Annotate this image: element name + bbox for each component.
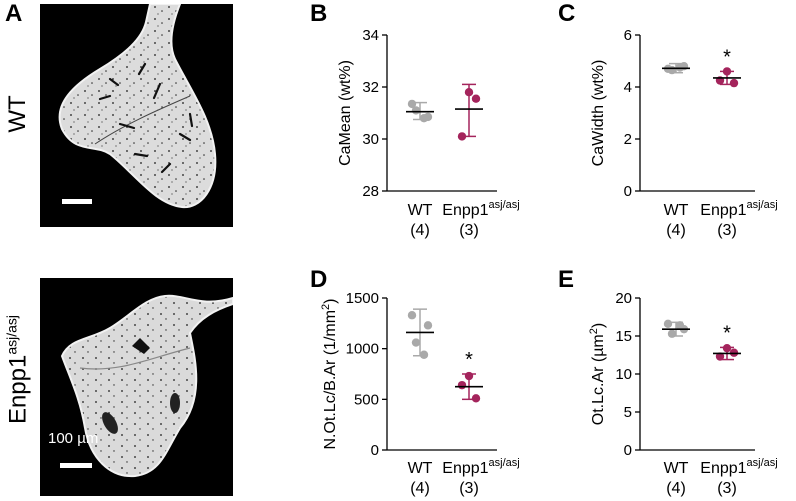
- panel-d-category-n-0: (4): [410, 480, 430, 497]
- scale-bar-wt: [62, 199, 92, 204]
- panel-d-point-1-2: [471, 394, 481, 403]
- panel-e-point-0-0: [663, 319, 673, 329]
- panel-c-ytick-label-2: 4: [624, 79, 632, 96]
- panel-b-category-n-1: (3): [459, 222, 479, 239]
- panel-d-ytick-label-3: 1500: [346, 290, 379, 307]
- panel-b-ytick-label-1: 30: [362, 131, 379, 148]
- panel-e-ylabel: Ot.Lc.Ar (µm2): [588, 323, 607, 425]
- panel-d-category-1: Enpp1asj/asj: [442, 457, 519, 477]
- panel-e-category-n-1: (3): [717, 480, 737, 497]
- micrograph-enpp1-image: [60, 294, 233, 478]
- panel-c-ytick-label-0: 0: [624, 183, 632, 200]
- panel-e-category-n-0: (4): [666, 480, 686, 497]
- panel-d-significance: *: [465, 349, 473, 371]
- panel-c-ytick-label-3: 6: [624, 27, 632, 44]
- panel-e-point-1-0: [722, 343, 732, 353]
- panel-d-point-0-2: [411, 338, 421, 347]
- panel-d-point-0-3: [419, 350, 429, 359]
- panel-label-b: B: [310, 0, 328, 27]
- panel-label-c: C: [558, 0, 576, 27]
- panel-c-significance: *: [723, 46, 731, 68]
- panel-b-category-n-0: (4): [410, 222, 430, 239]
- panel-e-ytick-label-2: 10: [615, 366, 632, 383]
- panel-e-ytick-label-1: 5: [624, 404, 632, 421]
- micrograph-enpp1: [40, 278, 233, 496]
- panel-c-ylabel: CaWidth (wt%): [590, 60, 607, 167]
- scale-bar-enpp1: [60, 463, 92, 468]
- panel-c-point-1-2: [729, 78, 739, 88]
- panel-label-d: D: [310, 266, 328, 293]
- panel-b-category-1: Enpp1asj/asj: [442, 199, 519, 219]
- panel-d-ylabel: N.Ot.Lc/B.Ar (1/mm2): [320, 298, 339, 449]
- panel-b-category-0: WT: [408, 202, 433, 219]
- panel-d-point-0-0: [407, 311, 417, 320]
- panel-label-a: A: [5, 0, 23, 27]
- panel-e-category-1: Enpp1asj/asj: [700, 457, 777, 477]
- panel-d-category-0: WT: [408, 460, 433, 477]
- panel-b-point-1-0: [464, 88, 474, 97]
- micrograph-wt-image: [58, 4, 217, 209]
- panel-e-ytick-label-3: 15: [615, 328, 632, 345]
- panel-e-point-0-2: [667, 329, 677, 338]
- panel-c-category-n-0: (4): [666, 222, 686, 239]
- scale-bar-label: 100 µm: [48, 430, 99, 447]
- panel-b-ytick-label-3: 34: [362, 27, 379, 44]
- panel-d-ytick-label-1: 500: [354, 391, 379, 408]
- panel-b-ylabel: CaMean (wt%): [337, 60, 354, 166]
- panel-e-ytick-label-0: 0: [624, 442, 632, 459]
- panel-c-ytick-label-1: 2: [624, 131, 632, 148]
- panel-label-e: E: [558, 266, 575, 293]
- panel-e-point-1-1: [715, 352, 725, 361]
- panel-b-ytick-label-2: 32: [362, 79, 379, 96]
- panel-e-ytick-label-4: 20: [615, 290, 632, 307]
- panel-b-point-0-2: [411, 106, 421, 115]
- panel-c-point-1-0: [722, 67, 732, 76]
- panel-b-point-1-1: [457, 132, 467, 141]
- panel-d-ytick-label-0: 0: [371, 442, 379, 459]
- panel-b-ytick-label-0: 28: [362, 183, 379, 200]
- micrograph-wt: [40, 4, 233, 227]
- panel-d-category-n-1: (3): [459, 480, 479, 497]
- panel-c-category-n-1: (3): [717, 222, 737, 239]
- panel-d-ytick-label-2: 1000: [346, 341, 379, 358]
- panel-d-point-1-1: [457, 380, 467, 390]
- panel-c-point-0-2: [667, 65, 677, 75]
- panel-d-point-0-1: [423, 321, 433, 330]
- panel-c-category-1: Enpp1asj/asj: [700, 199, 777, 219]
- panel-d-point-1-0: [464, 371, 474, 381]
- panel-e-significance: *: [723, 322, 731, 344]
- panel-b-point-1-2: [471, 94, 481, 103]
- panel-c-category-0: WT: [664, 202, 689, 219]
- panel-e-category-0: WT: [664, 460, 689, 477]
- panel-b-point-0-3: [419, 114, 429, 123]
- panel-b-point-0-0: [407, 99, 417, 109]
- panel-e-point-0-3: [675, 321, 685, 330]
